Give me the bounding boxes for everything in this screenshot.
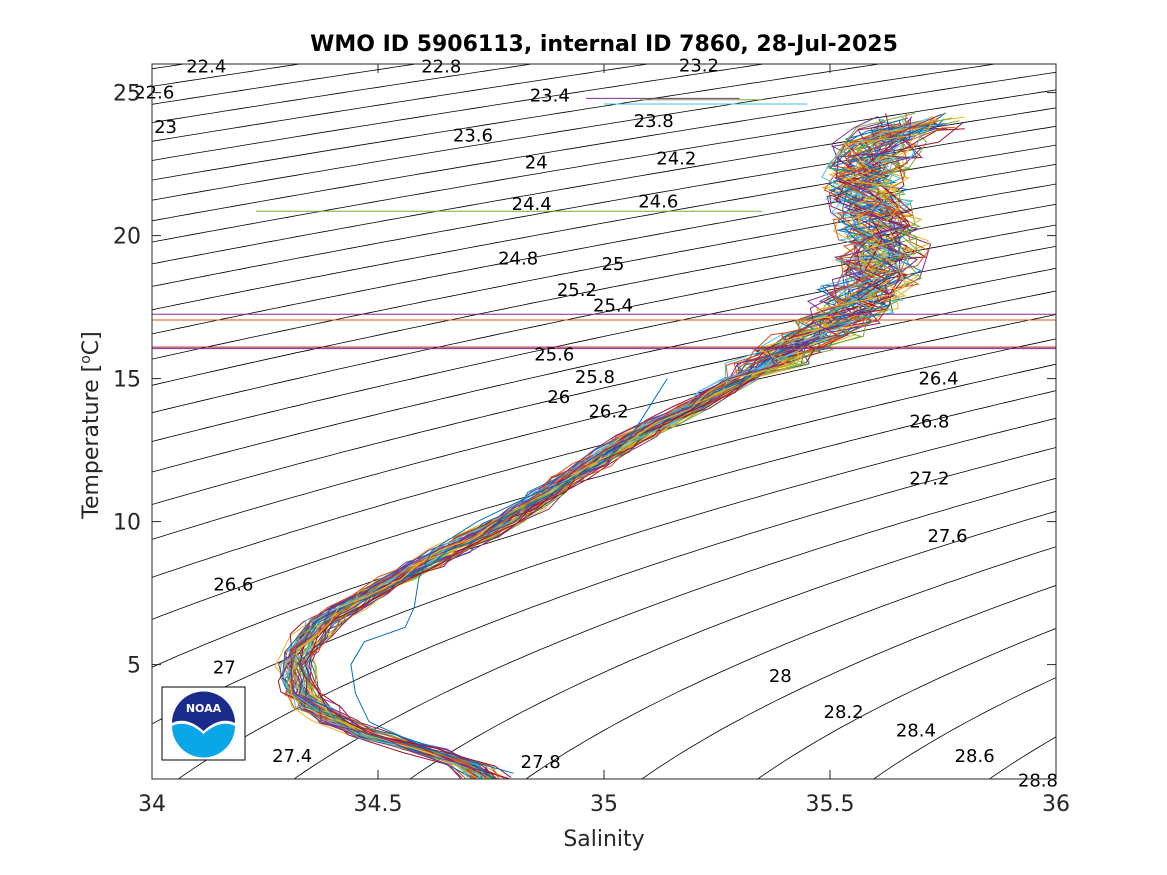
profile-line-45 — [278, 121, 901, 779]
isopycnal-label-12: 24.8 — [498, 248, 538, 269]
isopycnal-curve-15 — [152, 203, 1056, 386]
isopycnal-label-18: 26 — [547, 387, 570, 408]
horizontal-lines — [152, 313, 1056, 350]
isopycnal-label-13: 25 — [602, 254, 625, 275]
isopycnal-curve-30 — [757, 627, 1056, 779]
isopycnal-curve-20 — [152, 314, 1056, 540]
isopycnal-curve-25 — [177, 447, 1056, 779]
isopycnal-curve-23 — [152, 390, 1056, 668]
isopycnal-label-11: 24.6 — [638, 191, 678, 212]
isopycnal-curve-1 — [152, 64, 303, 87]
isopycnal-curve-11 — [152, 125, 1056, 287]
x-axis-ticks: 34 34.5 35 35.5 36 — [138, 64, 1070, 817]
logo-bottom — [172, 723, 235, 758]
isopycnal-label-4: 23.2 — [679, 55, 719, 76]
isopycnal-curve-28 — [525, 546, 1056, 779]
isopycnal-label-23: 27.6 — [927, 526, 967, 547]
isopycnal-lines — [152, 64, 1056, 779]
isopycnal-label-3: 22.8 — [421, 56, 461, 77]
x-tick-label-4: 36 — [1042, 792, 1070, 817]
isopycnal-curve-4 — [152, 64, 651, 142]
y-tick-label-3: 20 — [113, 225, 141, 250]
y-axis-label-unit: C] — [79, 331, 104, 355]
noaa-logo: NOAA — [161, 686, 246, 761]
isopycnal-curve-17 — [152, 245, 1056, 442]
isopycnal-curve-3 — [152, 64, 535, 124]
x-tick-label-0: 34 — [138, 792, 166, 817]
isopycnal-curve-19 — [152, 290, 1056, 505]
chart-title: WMO ID 5906113, internal ID 7860, 28-Jul… — [310, 32, 898, 57]
isopycnal-curve-27 — [409, 510, 1056, 779]
y-axis-label: Temperature [oC] — [78, 331, 104, 519]
isopycnal-label-7: 23.8 — [634, 111, 674, 132]
profile-line-42 — [281, 125, 902, 779]
y-tick-label-0: 5 — [127, 654, 141, 679]
isopycnal-curve-12 — [152, 144, 1056, 311]
profile-lines — [255, 97, 965, 779]
x-tick-label-3: 35.5 — [806, 792, 855, 817]
profile-line-55 — [304, 122, 964, 779]
y-axis-ticks: 5 10 15 20 25 — [113, 82, 1056, 679]
isopycnal-label-24: 26.6 — [213, 575, 253, 596]
isopycnal-label-21: 26.8 — [909, 412, 949, 433]
y-tick-label-1: 10 — [113, 511, 141, 536]
profile-line-38 — [309, 123, 920, 779]
isopycnal-label-20: 26.4 — [918, 369, 958, 390]
isopycnal-label-19: 26.2 — [588, 401, 628, 422]
isopycnal-curve-6 — [152, 64, 883, 181]
y-tick-label-4: 25 — [113, 82, 141, 107]
profile-line-35 — [304, 128, 934, 778]
x-axis-label: Salinity — [563, 827, 644, 852]
profile-line-59 — [290, 118, 911, 779]
isopycnal-curve-13 — [152, 163, 1056, 335]
isopycnal-label-28: 28.4 — [896, 720, 936, 741]
y-tick-label-2: 15 — [113, 368, 141, 393]
logo-text: NOAA — [186, 702, 222, 715]
isopycnal-curve-5 — [152, 64, 767, 161]
isopycnal-curve-9 — [152, 89, 1056, 243]
isopycnal-label-8: 24 — [525, 153, 548, 174]
isopycnal-label-5: 23.4 — [530, 85, 570, 106]
isopycnal-label-9: 24.2 — [656, 148, 696, 169]
isopycnal-label-31: 28.6 — [955, 746, 995, 767]
isopycnal-label-2: 23 — [154, 117, 177, 138]
isopycnal-label-10: 24.4 — [512, 194, 552, 215]
isopycnal-label-29: 27.4 — [272, 746, 312, 767]
isopycnal-label-6: 23.6 — [453, 126, 493, 147]
isopycnal-label-25: 27 — [213, 657, 236, 678]
isopycnal-curve-32 — [988, 736, 1056, 779]
isopycnal-label-17: 25.8 — [575, 367, 615, 388]
isopycnal-label-15: 25.4 — [593, 296, 633, 317]
y-axis-label-sup: o — [78, 355, 94, 364]
isopycnal-curve-29 — [641, 584, 1056, 779]
isopycnal-curve-18 — [152, 267, 1056, 473]
x-tick-label-2: 35 — [590, 792, 618, 817]
isopycnal-curve-31 — [872, 677, 1056, 779]
isopycnal-curve-14 — [152, 183, 1056, 360]
isopycnal-curve-2 — [152, 64, 419, 105]
isopycnal-label-0: 22.4 — [186, 56, 226, 77]
logo-top — [172, 691, 235, 731]
isopycnal-label-22: 27.2 — [909, 469, 949, 490]
x-tick-label-1: 34.5 — [354, 792, 403, 817]
profile-line-anomalous — [350, 378, 668, 774]
isopycnal-curve-7 — [152, 64, 998, 201]
isopycnal-label-14: 25.2 — [557, 280, 597, 301]
y-axis-label-main: Temperature [ — [79, 364, 104, 520]
isopycnal-curve-24 — [152, 417, 1056, 725]
isopycnal-label-26: 28 — [769, 666, 792, 687]
isopycnal-label-27: 28.2 — [824, 702, 864, 723]
isopycnal-label-32: 28.8 — [1018, 770, 1058, 791]
isopycnal-label-16: 25.6 — [534, 344, 574, 365]
profile-line-46 — [298, 120, 918, 779]
isopycnal-curve-8 — [152, 71, 1056, 222]
isopycnal-curve-16 — [152, 224, 1056, 414]
isopycnal-curve-22 — [152, 363, 1056, 620]
isopycnal-label-30: 27.8 — [521, 752, 561, 773]
